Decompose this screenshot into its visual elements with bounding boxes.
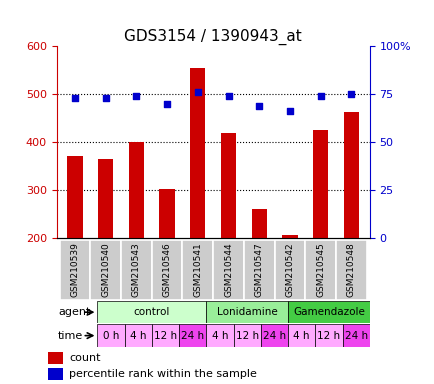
Point: [163, 101, 170, 107]
Text: GSM210540: GSM210540: [101, 242, 110, 297]
Text: 12 h: 12 h: [154, 331, 177, 341]
Bar: [335, 240, 366, 300]
Text: GSM210547: GSM210547: [254, 242, 263, 297]
Text: GSM210548: GSM210548: [346, 242, 355, 297]
Text: GSM210544: GSM210544: [224, 242, 233, 297]
Point: [316, 93, 323, 99]
Bar: [125, 324, 151, 347]
Bar: [274, 240, 305, 300]
Bar: [206, 301, 287, 323]
Point: [133, 93, 140, 99]
Text: GSM210545: GSM210545: [316, 242, 324, 297]
Text: 24 h: 24 h: [344, 331, 367, 341]
Bar: [251, 209, 266, 334]
Text: 12 h: 12 h: [317, 331, 340, 341]
Bar: [342, 324, 369, 347]
Text: 4 h: 4 h: [211, 331, 228, 341]
Text: GSM210542: GSM210542: [285, 242, 294, 297]
Text: count: count: [69, 353, 101, 363]
Text: Gamendazole: Gamendazole: [292, 307, 364, 317]
Point: [102, 95, 109, 101]
Text: Lonidamine: Lonidamine: [216, 307, 277, 317]
Bar: [98, 159, 113, 334]
Bar: [97, 301, 206, 323]
Point: [71, 95, 78, 101]
Text: agent: agent: [58, 307, 90, 317]
Text: 24 h: 24 h: [181, 331, 204, 341]
Point: [255, 103, 262, 109]
Bar: [59, 240, 90, 300]
Bar: [151, 240, 182, 300]
Point: [194, 89, 201, 95]
Bar: [243, 240, 274, 300]
Text: GSM210541: GSM210541: [193, 242, 202, 297]
Bar: [287, 301, 369, 323]
Bar: [182, 240, 213, 300]
Bar: [179, 324, 206, 347]
Bar: [151, 324, 179, 347]
Point: [224, 93, 231, 99]
Bar: [159, 189, 174, 334]
Text: percentile rank within the sample: percentile rank within the sample: [69, 369, 256, 379]
Text: GSM210546: GSM210546: [162, 242, 171, 297]
Bar: [305, 240, 335, 300]
Text: 24 h: 24 h: [262, 331, 285, 341]
Bar: [260, 324, 287, 347]
Bar: [121, 240, 151, 300]
Bar: [48, 368, 62, 380]
Bar: [128, 142, 144, 334]
Bar: [220, 134, 236, 334]
Point: [286, 108, 293, 114]
Text: 0 h: 0 h: [102, 331, 119, 341]
Text: GSM210543: GSM210543: [132, 242, 141, 297]
Bar: [287, 324, 315, 347]
Text: 4 h: 4 h: [293, 331, 309, 341]
Text: GSM210539: GSM210539: [70, 242, 79, 297]
Bar: [343, 112, 358, 334]
Text: 4 h: 4 h: [130, 331, 146, 341]
Text: control: control: [133, 307, 170, 317]
Bar: [90, 240, 121, 300]
Title: GDS3154 / 1390943_at: GDS3154 / 1390943_at: [124, 28, 301, 45]
Text: time: time: [58, 331, 83, 341]
Bar: [233, 324, 260, 347]
Bar: [48, 352, 62, 364]
Bar: [97, 324, 125, 347]
Point: [347, 91, 354, 97]
Bar: [312, 130, 328, 334]
Text: 12 h: 12 h: [235, 331, 258, 341]
Bar: [190, 68, 205, 334]
Bar: [315, 324, 342, 347]
Bar: [206, 324, 233, 347]
Bar: [282, 235, 297, 334]
Bar: [67, 157, 82, 334]
Bar: [213, 240, 243, 300]
